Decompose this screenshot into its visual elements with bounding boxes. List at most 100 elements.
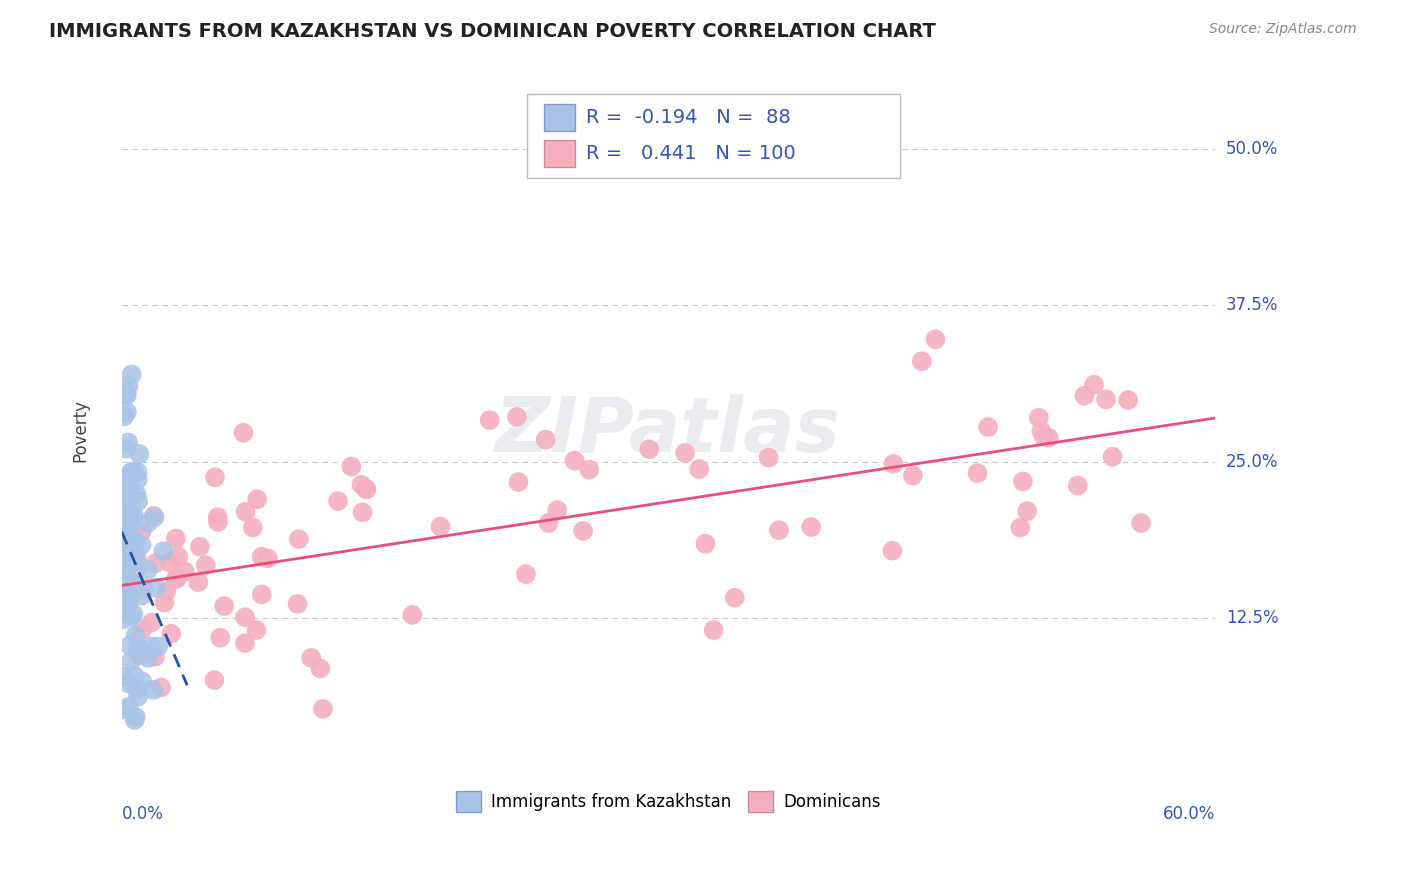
- Point: [242, 520, 264, 534]
- Point: [1028, 410, 1050, 425]
- Point: [673, 446, 696, 460]
- Point: [546, 503, 568, 517]
- Point: [165, 532, 187, 546]
- Point: [187, 575, 209, 590]
- Point: [114, 565, 136, 579]
- Point: [117, 540, 139, 554]
- Point: [118, 509, 141, 524]
- Point: [111, 536, 134, 550]
- Point: [143, 649, 166, 664]
- Point: [117, 435, 139, 450]
- Point: [167, 549, 190, 564]
- Point: [115, 442, 138, 456]
- Point: [508, 475, 530, 489]
- Point: [966, 466, 988, 480]
- Point: [506, 409, 529, 424]
- Point: [136, 651, 159, 665]
- Point: [901, 468, 924, 483]
- Point: [131, 674, 153, 689]
- Point: [117, 484, 139, 499]
- Point: [114, 504, 136, 518]
- Point: [114, 487, 136, 501]
- Point: [117, 558, 139, 572]
- Text: 60.0%: 60.0%: [1163, 805, 1215, 823]
- Point: [125, 710, 148, 724]
- Point: [758, 450, 780, 465]
- Point: [165, 572, 187, 586]
- Point: [125, 682, 148, 697]
- Point: [352, 505, 374, 519]
- Point: [148, 640, 170, 654]
- Point: [114, 386, 136, 401]
- Point: [117, 587, 139, 601]
- Point: [121, 465, 143, 479]
- Point: [115, 581, 138, 595]
- Point: [142, 682, 165, 697]
- Point: [125, 549, 148, 564]
- Text: Poverty: Poverty: [72, 399, 89, 462]
- Point: [125, 554, 148, 568]
- Point: [724, 591, 747, 605]
- Point: [131, 589, 153, 603]
- Point: [127, 465, 149, 479]
- Point: [128, 641, 150, 656]
- Point: [122, 577, 145, 591]
- Point: [120, 586, 142, 600]
- Point: [118, 639, 141, 653]
- Point: [111, 473, 134, 487]
- Point: [250, 587, 273, 601]
- Point: [141, 615, 163, 630]
- Point: [115, 385, 138, 400]
- Point: [235, 505, 257, 519]
- Point: [800, 520, 823, 534]
- Point: [768, 523, 790, 537]
- Point: [924, 332, 946, 346]
- Point: [117, 378, 139, 392]
- Text: ZIPatlas: ZIPatlas: [495, 393, 841, 467]
- Point: [112, 605, 135, 619]
- Point: [638, 442, 661, 457]
- Point: [120, 654, 142, 668]
- Point: [578, 462, 600, 476]
- Point: [125, 487, 148, 501]
- Point: [207, 510, 229, 524]
- Point: [136, 563, 159, 577]
- Point: [537, 516, 560, 530]
- Point: [245, 623, 267, 637]
- Point: [122, 527, 145, 541]
- Point: [127, 690, 149, 704]
- Point: [117, 575, 139, 590]
- Point: [131, 538, 153, 552]
- Point: [1067, 478, 1090, 492]
- Point: [112, 500, 135, 514]
- Point: [111, 577, 134, 591]
- Point: [194, 558, 217, 573]
- Point: [139, 640, 162, 654]
- Point: [166, 572, 188, 586]
- Text: 25.0%: 25.0%: [1226, 453, 1278, 471]
- Point: [117, 676, 139, 690]
- Point: [703, 623, 725, 637]
- Point: [207, 515, 229, 529]
- Point: [111, 563, 134, 577]
- Point: [326, 494, 349, 508]
- Point: [120, 583, 142, 598]
- Point: [127, 562, 149, 576]
- Point: [117, 498, 139, 512]
- Point: [152, 544, 174, 558]
- Point: [688, 462, 710, 476]
- Point: [128, 447, 150, 461]
- Text: R =   0.441   N = 100: R = 0.441 N = 100: [586, 144, 796, 163]
- Point: [124, 534, 146, 549]
- Point: [132, 582, 155, 597]
- Point: [114, 561, 136, 575]
- Point: [911, 354, 934, 368]
- Point: [114, 553, 136, 567]
- Point: [209, 631, 232, 645]
- Point: [143, 510, 166, 524]
- Point: [118, 507, 141, 521]
- Point: [117, 591, 139, 606]
- Point: [160, 626, 183, 640]
- Point: [309, 661, 332, 675]
- Point: [115, 405, 138, 419]
